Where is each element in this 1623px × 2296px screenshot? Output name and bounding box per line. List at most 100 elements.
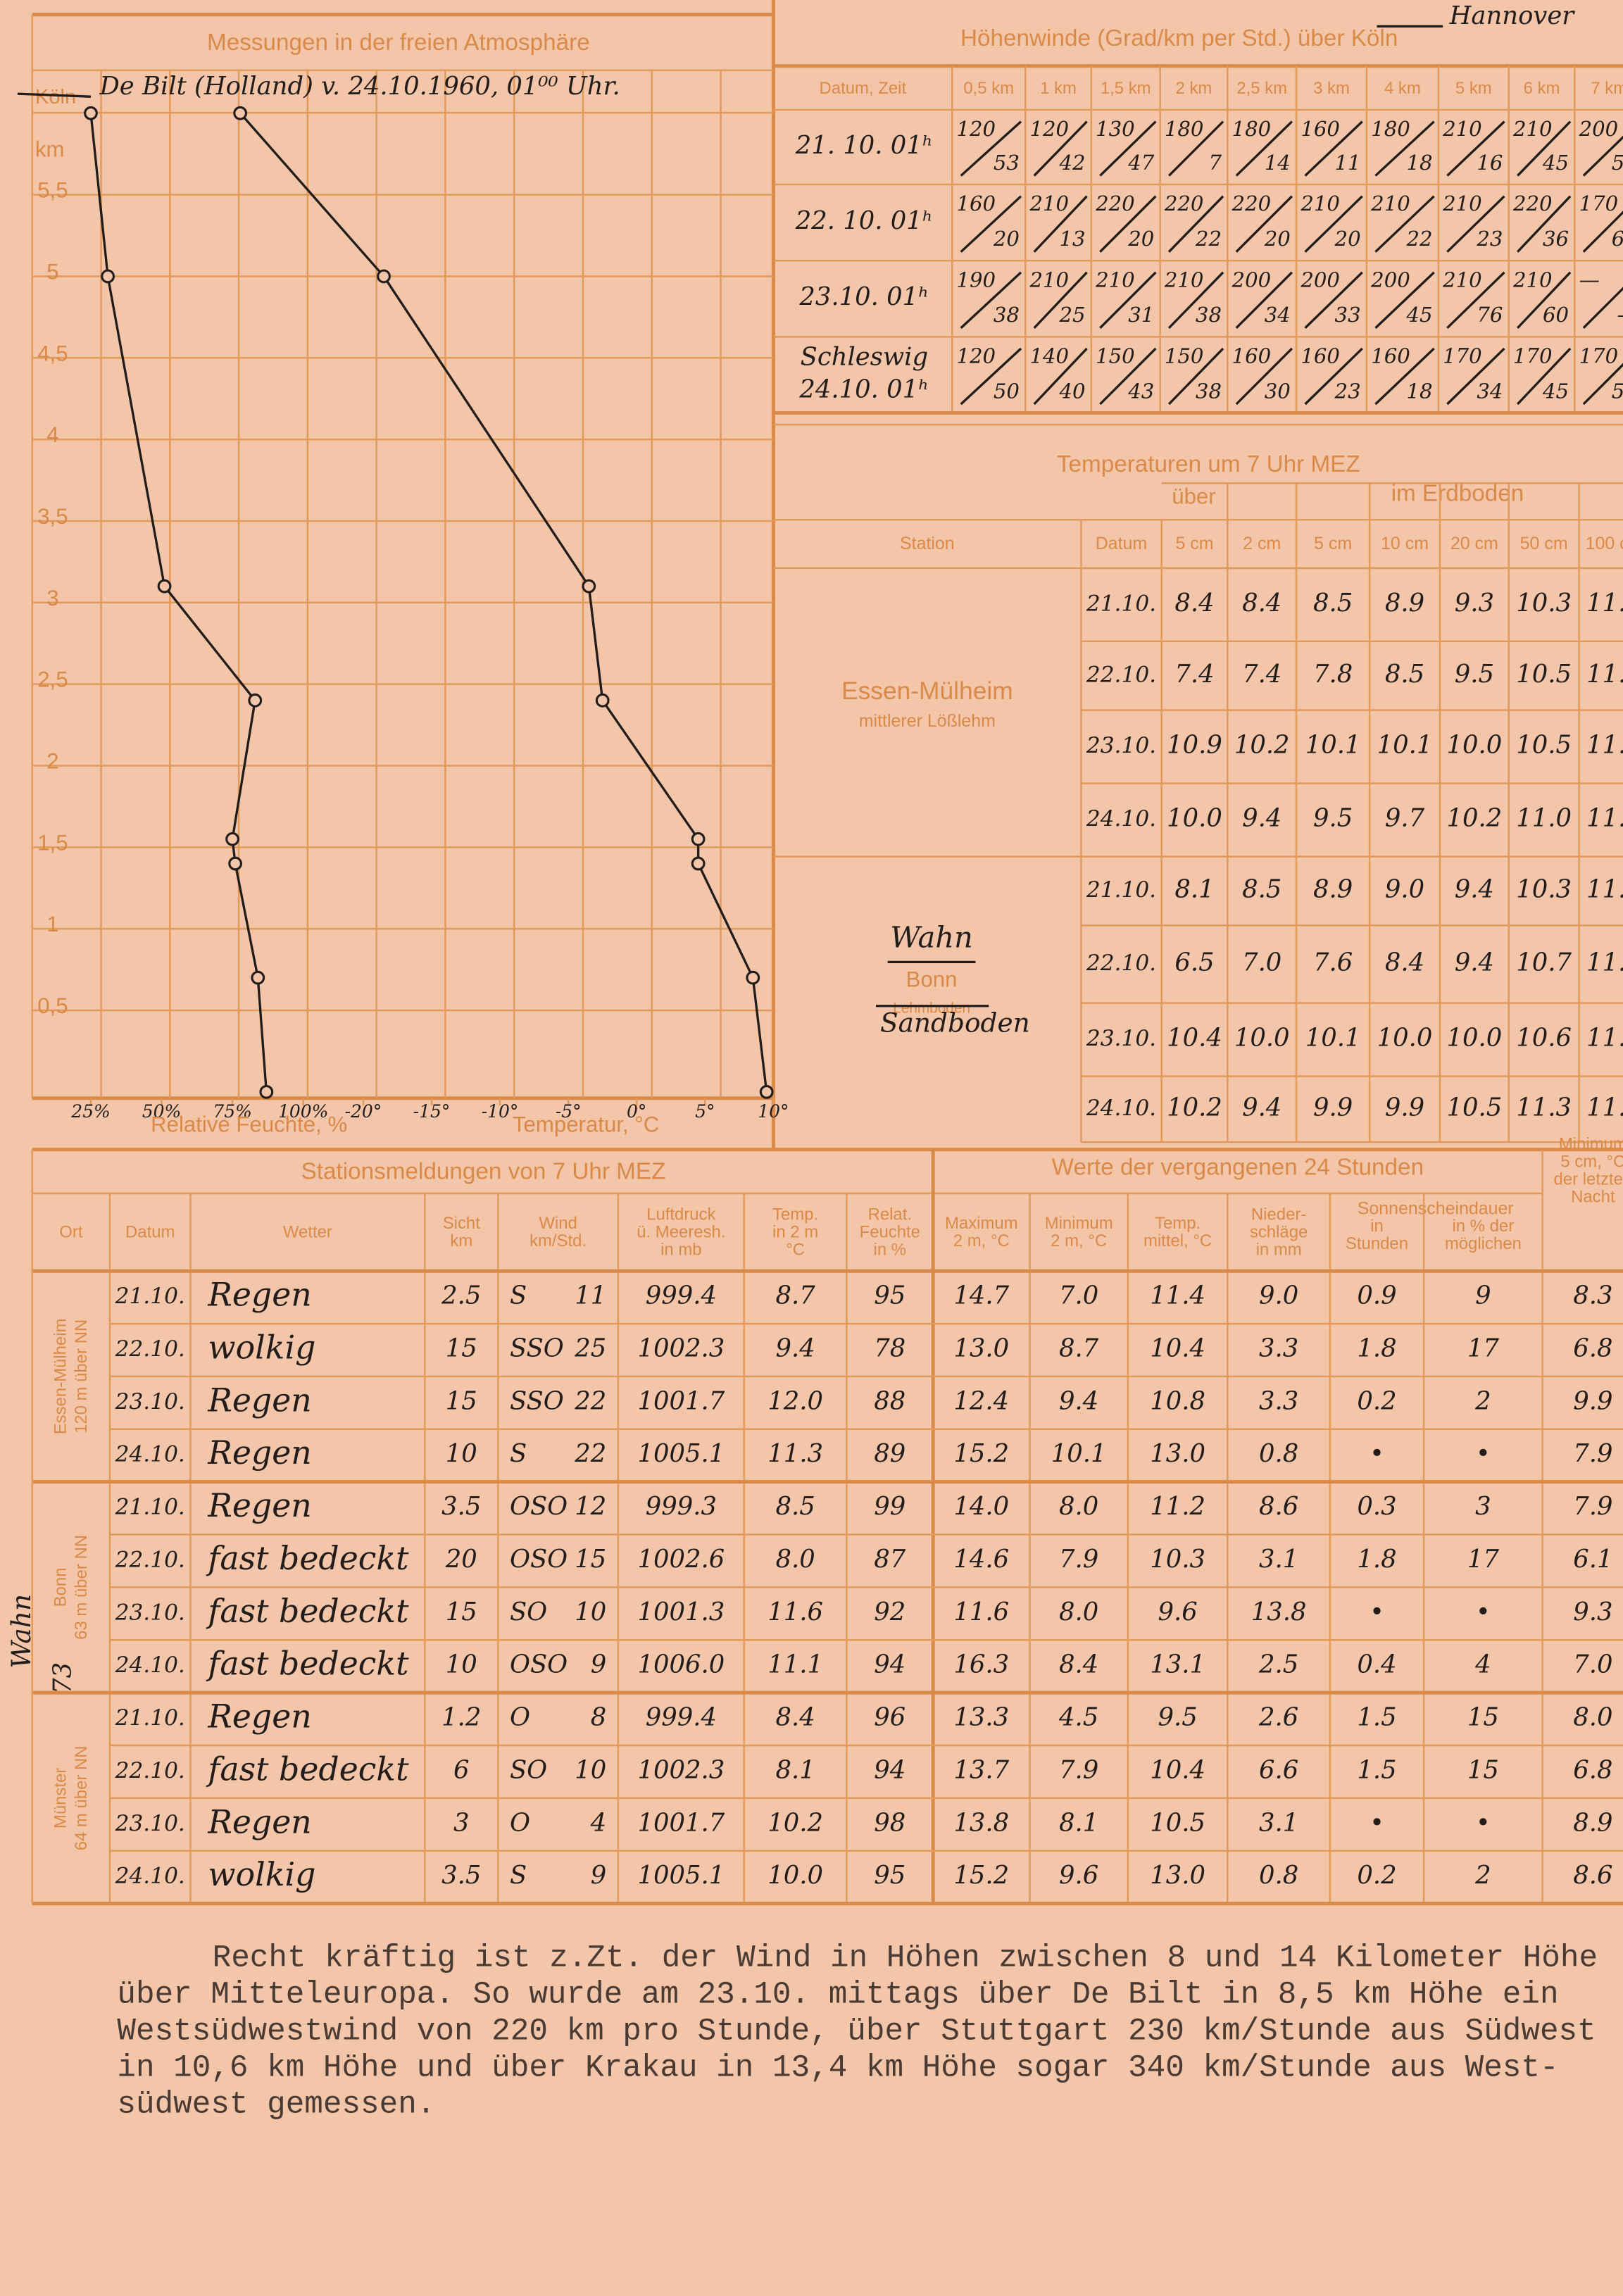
- cell: 0.4: [1357, 1650, 1396, 1679]
- wind-direction: 170: [1579, 344, 1619, 368]
- profile-point: [259, 1084, 274, 1099]
- cell: 22.10.: [1086, 662, 1156, 687]
- column-header: in %: [874, 1240, 907, 1259]
- wind-direction: 210: [1029, 192, 1069, 215]
- cell-slash: [1446, 195, 1505, 253]
- column-header: in: [1370, 1217, 1384, 1236]
- column-header: der letzten: [1554, 1170, 1623, 1189]
- cell: 8.5: [775, 1492, 815, 1521]
- cell: 11.3: [767, 1439, 823, 1468]
- cell: 7.4: [1174, 660, 1214, 689]
- cell: 11.3: [1586, 804, 1623, 833]
- cell-slash: [1304, 195, 1363, 253]
- wind-speed: 45: [1542, 151, 1569, 175]
- wind-speed: 36: [1543, 227, 1569, 251]
- group-label: über: [1172, 484, 1215, 508]
- cell-slash: [1235, 347, 1293, 406]
- weather: Regen: [207, 1487, 311, 1524]
- cell-slash: [1099, 347, 1157, 406]
- column-header: Ort: [59, 1222, 83, 1241]
- cell: 3: [453, 1808, 470, 1837]
- cell: 1006.0: [637, 1650, 725, 1679]
- cell: 9.4: [775, 1334, 815, 1363]
- column-header: Station: [900, 534, 955, 553]
- cell: 13.0: [1150, 1861, 1205, 1890]
- cell: 8.7: [1059, 1334, 1099, 1363]
- date: 23.10. 01ʰ: [798, 282, 929, 311]
- cell: •: [1476, 1598, 1491, 1626]
- wind-direction: 200: [1232, 268, 1272, 291]
- cell-slash: [1099, 195, 1157, 253]
- cell: 9.4: [1455, 948, 1494, 977]
- cell: 999.3: [646, 1492, 717, 1521]
- wind-speed: 22: [574, 1386, 606, 1415]
- cell: 17: [1467, 1545, 1500, 1574]
- cell: 1.8: [1357, 1334, 1396, 1363]
- cell: 24.10.: [1086, 806, 1156, 832]
- wind-direction: 120: [956, 117, 996, 141]
- cell: 8.0: [1573, 1703, 1612, 1732]
- cell: 8.0: [1059, 1492, 1098, 1521]
- cell: 7.9: [1573, 1439, 1612, 1468]
- cell: 10.2: [767, 1808, 823, 1837]
- date: 21. 10. 01ʰ: [795, 131, 933, 160]
- cell: 24.10.: [1086, 1096, 1156, 1121]
- column-header: Luftdruck: [646, 1205, 715, 1224]
- cell: 3.5: [441, 1492, 481, 1521]
- profile-point: [225, 832, 239, 846]
- cell: 8.7: [775, 1281, 815, 1310]
- station: 120 m über NN: [72, 1319, 91, 1434]
- cell-slash: [1167, 120, 1224, 177]
- column-header: 100 cm: [1586, 534, 1623, 553]
- weather: Regen: [207, 1434, 311, 1472]
- cell: 10.4: [1167, 1024, 1222, 1053]
- wind-speed: 10: [575, 1598, 606, 1626]
- cell: 7.0: [1242, 948, 1282, 977]
- cell: 94: [874, 1755, 906, 1784]
- column-header: Stunden: [1346, 1234, 1408, 1253]
- column-header: 3 km: [1313, 79, 1350, 98]
- wind-speed: 10: [575, 1755, 606, 1784]
- cell: 9.4: [1455, 875, 1494, 904]
- profile-line: [89, 113, 268, 1092]
- wind-speed: 76: [1477, 303, 1503, 327]
- cell: 88: [874, 1386, 906, 1415]
- cell: 24.10.: [115, 1442, 185, 1467]
- cell: 15: [446, 1386, 477, 1415]
- weather: fast bedeckt: [206, 1540, 409, 1577]
- station: Bonn: [906, 967, 958, 992]
- cell-slash: [1517, 195, 1572, 253]
- column-header: in mm: [1256, 1240, 1302, 1259]
- column-header: 2 cm: [1243, 534, 1281, 553]
- profile-point: [233, 106, 248, 120]
- cell: 10.1: [1305, 731, 1361, 760]
- cell: 7.0: [1059, 1281, 1098, 1310]
- cell: 11.6: [1586, 1024, 1623, 1053]
- cell: 999.4: [646, 1281, 717, 1310]
- profile-point: [582, 579, 596, 594]
- cell: 11.1: [1586, 660, 1623, 689]
- wind-speed: 63: [1612, 227, 1623, 251]
- cell: 4.5: [1058, 1703, 1098, 1732]
- table-title: Temperaturen um 7 Uhr MEZ: [1057, 451, 1360, 477]
- cell: 10.2: [1446, 804, 1502, 833]
- wind-speed: 7: [1208, 151, 1222, 175]
- cell: 9.5: [1313, 804, 1353, 833]
- cell: 11.1: [767, 1650, 823, 1679]
- wind-direction: 220: [1095, 192, 1135, 215]
- cell-slash: [1304, 271, 1363, 330]
- wind-direction: 210: [1442, 117, 1482, 141]
- cell-slash: [1099, 271, 1157, 330]
- paragraph-line: Recht kräftig ist z.Zt. der Wind in Höhe…: [213, 1940, 1598, 1976]
- paragraph-line: in 10,6 km Höhe und über Krakau in 13,4 …: [117, 2050, 1558, 2085]
- cell: 3.3: [1259, 1334, 1298, 1363]
- weather: fast bedeckt: [206, 1593, 409, 1630]
- cell: 0.9: [1357, 1281, 1396, 1310]
- wind-direction: 140: [1029, 344, 1069, 368]
- cell: 11.3: [1586, 589, 1623, 617]
- profile-point: [248, 693, 263, 708]
- y-tick-label: 4,5: [37, 341, 68, 365]
- wind-direction: 160: [1232, 344, 1272, 368]
- cell: 2: [1474, 1861, 1491, 1890]
